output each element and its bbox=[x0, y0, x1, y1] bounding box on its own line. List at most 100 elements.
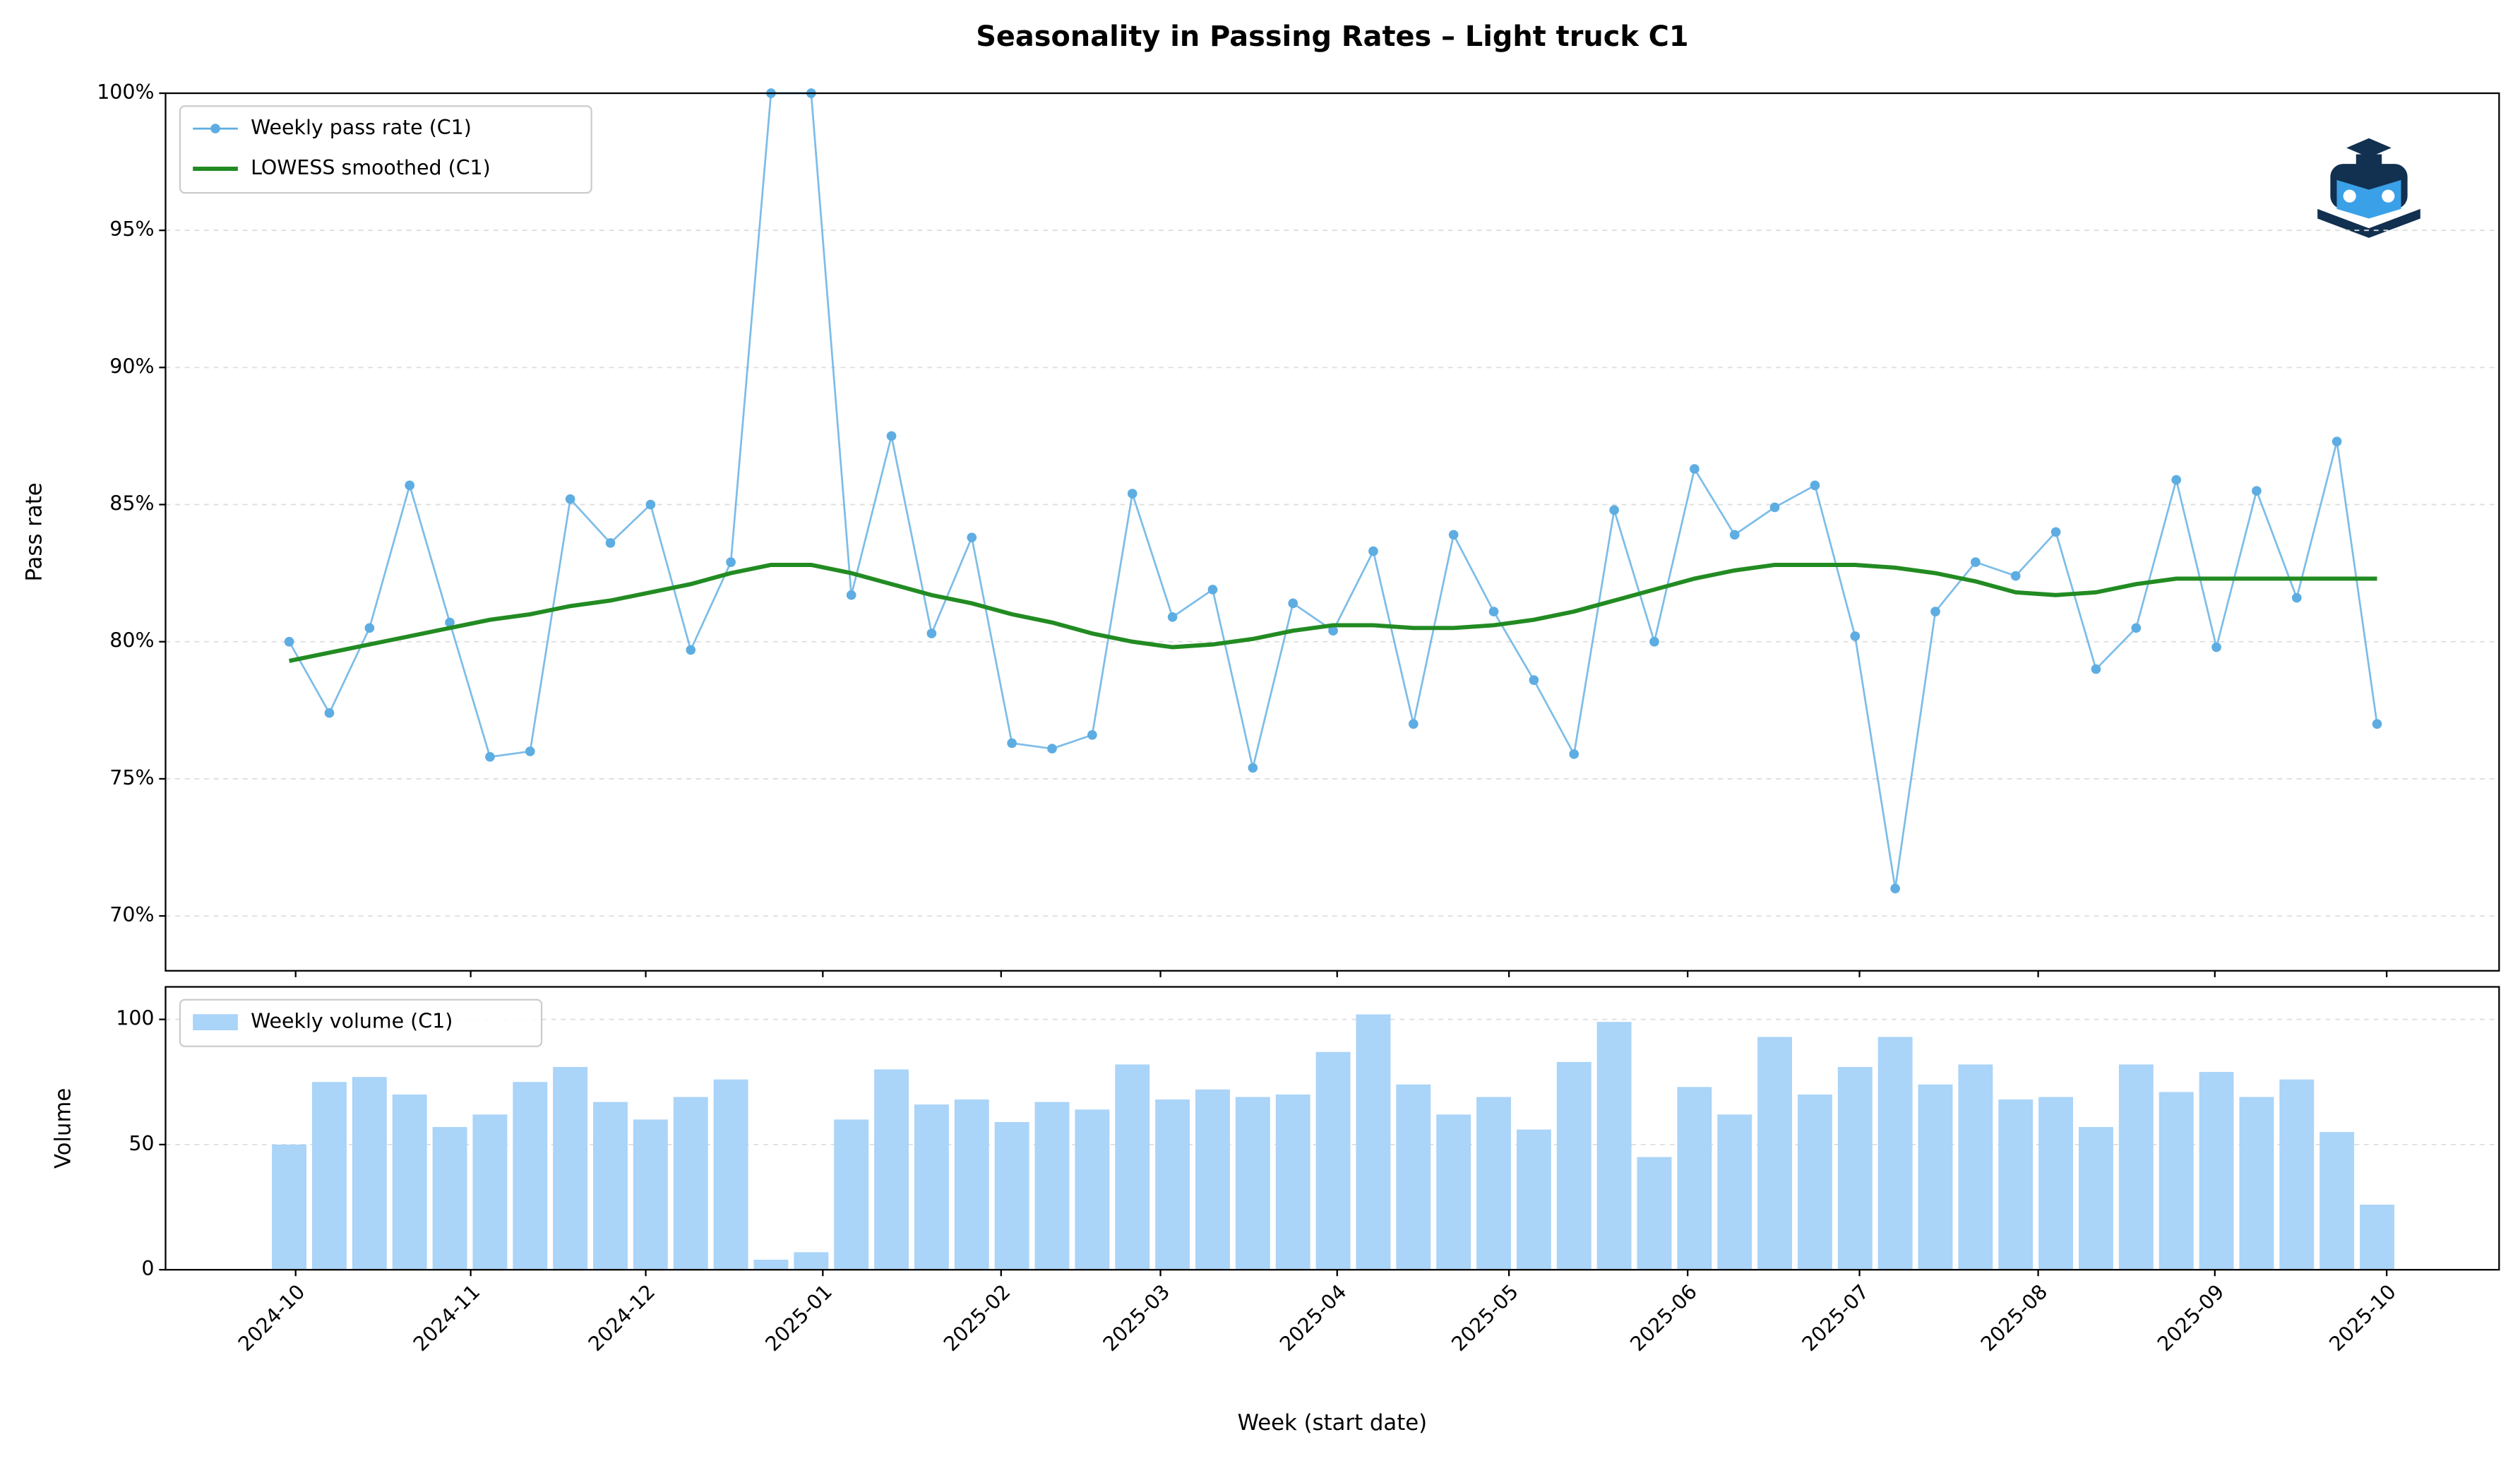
bar bbox=[1918, 1084, 1953, 1270]
point bbox=[1007, 738, 1017, 749]
bar bbox=[1315, 1051, 1351, 1270]
point bbox=[1368, 546, 1378, 556]
bar bbox=[472, 1114, 508, 1270]
bar bbox=[1958, 1064, 1993, 1270]
point bbox=[2372, 719, 2382, 729]
point bbox=[364, 623, 375, 633]
point bbox=[645, 499, 656, 510]
point bbox=[1769, 502, 1780, 513]
bar bbox=[593, 1102, 628, 1270]
bar bbox=[432, 1127, 467, 1270]
bar bbox=[633, 1119, 668, 1270]
bar bbox=[2118, 1064, 2154, 1270]
point bbox=[1729, 530, 1740, 540]
point bbox=[1207, 585, 1218, 595]
y-axis-label: Volume bbox=[51, 1088, 76, 1169]
point bbox=[1529, 675, 1539, 685]
plot-frame bbox=[165, 986, 2500, 1271]
legend: Weekly pass rate (C1) LOWESS smoothed (C1… bbox=[179, 105, 592, 194]
point bbox=[2171, 475, 2182, 485]
bar bbox=[2239, 1097, 2274, 1270]
bar bbox=[1516, 1129, 1551, 1270]
bar bbox=[1717, 1114, 1752, 1270]
x-axis-label: Week (start date) bbox=[1238, 1410, 1427, 1436]
bar bbox=[834, 1119, 869, 1270]
bar bbox=[1195, 1089, 1230, 1270]
bar bbox=[1596, 1022, 1632, 1270]
y-tick-label: 85% bbox=[109, 492, 154, 515]
point bbox=[525, 746, 535, 756]
point bbox=[565, 494, 575, 504]
bar bbox=[954, 1099, 989, 1270]
point bbox=[2131, 623, 2142, 633]
y-axis-label: Pass rate bbox=[22, 482, 47, 581]
legend-box bbox=[179, 105, 592, 194]
point bbox=[1488, 607, 1499, 616]
point bbox=[324, 708, 335, 718]
bar bbox=[352, 1077, 387, 1270]
bar bbox=[1837, 1066, 1873, 1270]
logo bbox=[2317, 138, 2420, 238]
legend-marker bbox=[210, 124, 220, 133]
line bbox=[289, 563, 2377, 663]
bar bbox=[1034, 1102, 1070, 1270]
point bbox=[485, 752, 495, 762]
bar bbox=[1476, 1097, 1511, 1270]
bar bbox=[1356, 1014, 1391, 1270]
point bbox=[605, 538, 616, 548]
legend-box bbox=[179, 998, 543, 1047]
point bbox=[1971, 557, 1981, 567]
legend-swatch bbox=[193, 1014, 238, 1030]
point bbox=[1850, 631, 1861, 641]
bar bbox=[914, 1104, 949, 1270]
bar bbox=[1797, 1094, 1832, 1270]
point bbox=[1288, 598, 1298, 609]
point bbox=[1810, 480, 1820, 491]
point bbox=[926, 628, 937, 638]
bar bbox=[2079, 1127, 2113, 1270]
bar bbox=[2199, 1072, 2234, 1270]
point bbox=[1408, 719, 1419, 729]
point bbox=[2050, 527, 2061, 537]
bar bbox=[1075, 1109, 1110, 1270]
point bbox=[405, 480, 415, 491]
bar bbox=[1436, 1114, 1471, 1270]
bar bbox=[2038, 1097, 2074, 1270]
bar bbox=[2279, 1079, 2315, 1270]
legend-label: Weekly pass rate (C1) bbox=[251, 116, 472, 139]
point bbox=[726, 557, 736, 567]
point bbox=[1569, 749, 1580, 759]
point bbox=[2211, 642, 2221, 652]
legend-label: LOWESS smoothed (C1) bbox=[251, 156, 491, 179]
bar bbox=[1396, 1084, 1431, 1270]
bar bbox=[272, 1144, 307, 1270]
point bbox=[1087, 729, 1097, 740]
point bbox=[886, 431, 897, 441]
plot-frame bbox=[165, 92, 2500, 972]
point bbox=[1649, 636, 1659, 647]
point bbox=[846, 590, 856, 600]
bar bbox=[312, 1082, 347, 1270]
y-tick-label: 100 bbox=[116, 1007, 154, 1030]
point bbox=[2331, 436, 2342, 447]
bar bbox=[1556, 1061, 1592, 1270]
bar bbox=[1757, 1037, 1793, 1270]
bar bbox=[1877, 1037, 1913, 1270]
bar bbox=[1677, 1087, 1712, 1270]
bar bbox=[1235, 1097, 1270, 1270]
bar bbox=[1998, 1099, 2034, 1270]
bar bbox=[1155, 1099, 1190, 1270]
point bbox=[1930, 607, 1940, 616]
y-tick-label: 50 bbox=[129, 1132, 154, 1155]
bar bbox=[874, 1069, 909, 1270]
point bbox=[1167, 612, 1178, 622]
point bbox=[1690, 464, 1700, 474]
point bbox=[2291, 592, 2302, 603]
bar bbox=[1115, 1064, 1150, 1270]
y-tick-label: 90% bbox=[109, 354, 154, 378]
bar bbox=[994, 1121, 1029, 1270]
y-tick-label: 75% bbox=[109, 766, 154, 789]
y-tick-label: 100% bbox=[97, 80, 154, 104]
